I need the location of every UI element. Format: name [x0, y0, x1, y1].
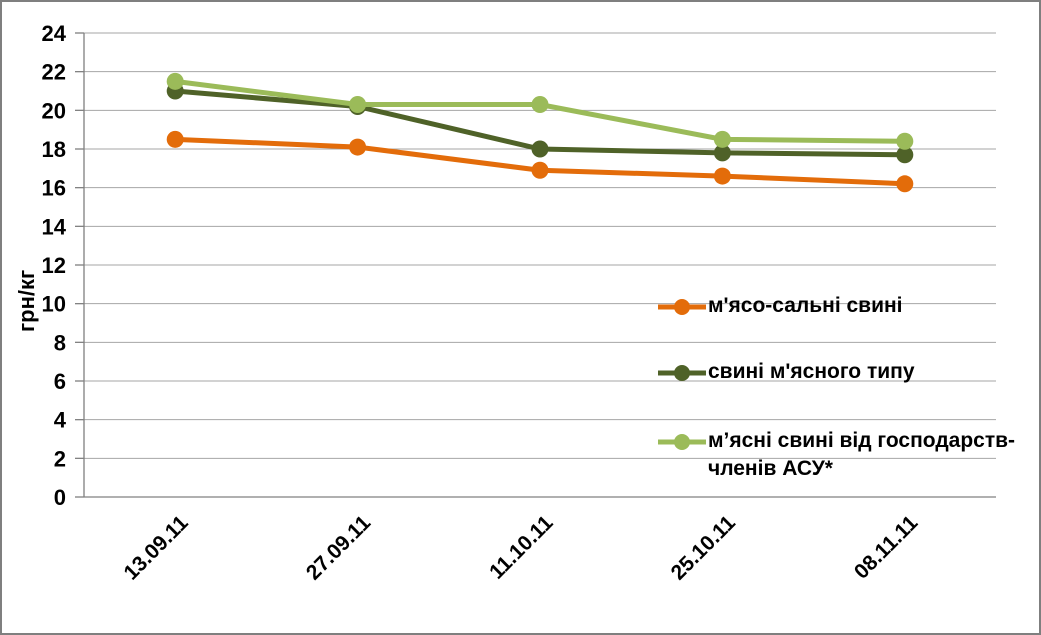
data-point-marker — [531, 96, 549, 114]
legend-label-1: м'ясо-сальні свині — [708, 294, 903, 317]
legend-line-sample-2 — [658, 365, 706, 381]
legend-line-sample-3 — [658, 434, 706, 450]
legend-entry-2: свині м'ясного типу — [656, 358, 915, 386]
y-tick-label: 2 — [54, 446, 66, 471]
y-tick-label: 18 — [42, 137, 66, 162]
legend-label-2: свині м'ясного типу — [708, 360, 915, 383]
data-point-marker — [896, 146, 914, 164]
legend-marker-icon — [674, 299, 690, 315]
y-tick-label: 12 — [42, 253, 66, 278]
legend-entry-1: м'ясо-сальні свині — [656, 292, 903, 320]
y-tick-label: 22 — [42, 60, 66, 85]
data-point-marker — [713, 144, 731, 162]
data-point-marker — [531, 140, 549, 158]
data-point-marker — [896, 175, 914, 193]
data-point-marker — [713, 130, 731, 148]
data-point-marker — [896, 132, 914, 150]
legend-label-3: м’ясні свині від господарств-членів АСУ* — [708, 429, 1016, 480]
data-point-marker — [349, 138, 367, 156]
y-tick-label: 24 — [42, 21, 67, 46]
data-point-marker — [349, 96, 367, 114]
y-tick-label: 4 — [54, 408, 67, 433]
y-tick-label: 20 — [42, 98, 66, 123]
x-tick-label: 27.09.11 — [302, 511, 375, 584]
y-tick-label: 14 — [42, 214, 67, 239]
legend-marker-icon — [674, 365, 690, 381]
x-tick-label: 25.10.11 — [667, 511, 740, 584]
y-axis-title: грн/кг — [14, 269, 39, 332]
data-point-marker — [166, 72, 184, 90]
x-tick-label: 08.11.11 — [850, 511, 923, 584]
legend-marker-icon — [674, 434, 690, 450]
data-point-marker — [531, 161, 549, 179]
data-point-marker — [166, 130, 184, 148]
legend-entry-3: м’ясні свині від господарств-членів АСУ* — [656, 427, 1039, 483]
y-tick-label: 8 — [54, 330, 66, 355]
y-tick-label: 0 — [54, 485, 66, 510]
y-tick-label: 16 — [42, 176, 66, 201]
data-point-marker — [713, 167, 731, 185]
legend-line-sample-1 — [658, 299, 706, 315]
x-tick-label: 11.10.11 — [485, 511, 558, 584]
x-tick-label: 13.09.11 — [119, 511, 192, 584]
y-tick-label: 6 — [54, 369, 66, 394]
y-tick-label: 10 — [42, 292, 66, 317]
